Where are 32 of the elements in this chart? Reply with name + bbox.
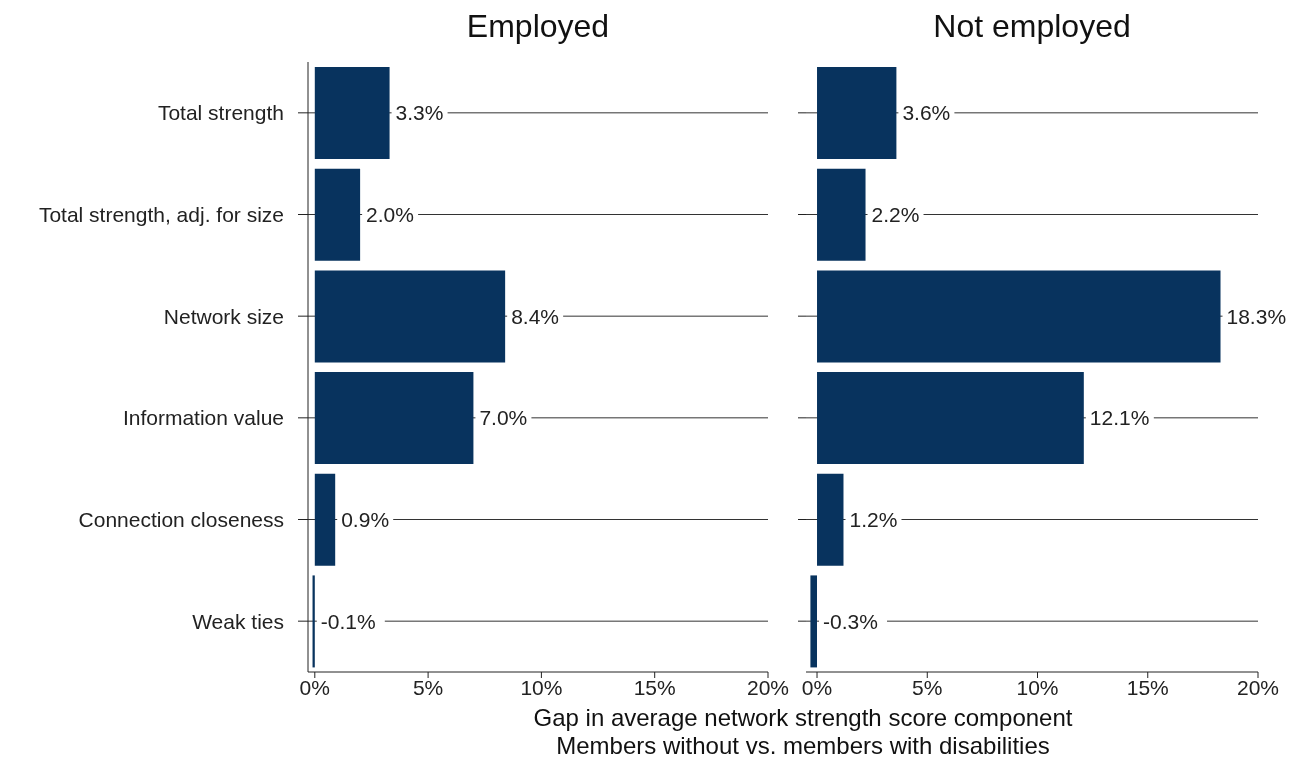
y-tick-label: Total strength, adj. for size: [38, 202, 284, 226]
data-label: 0.9%: [341, 508, 390, 532]
x-tick-label: 15%: [1126, 675, 1169, 699]
y-tick-label: Total strength: [157, 101, 284, 125]
y-tick-label: Weak ties: [192, 609, 284, 633]
data-label: 3.3%: [395, 101, 444, 125]
x-tick-label: 10%: [1016, 675, 1059, 699]
x-tick-label: 0%: [801, 675, 833, 699]
x-tick-label: 20%: [1236, 675, 1280, 699]
data-label: 2.2%: [871, 203, 920, 227]
y-tick-label: Connection closeness: [78, 507, 284, 531]
y-tick-label: Information value: [122, 406, 284, 430]
text: Members without vs. members with disabilities: [555, 732, 1051, 760]
x-tick-label: 0%: [299, 675, 330, 699]
data-label: 8.4%: [511, 304, 560, 328]
data-label: 7.0%: [479, 406, 528, 430]
chart-title: Employed: [465, 8, 611, 46]
data-label: 18.3%: [1226, 304, 1287, 328]
x-tick-label: 20%: [746, 675, 790, 699]
x-tick-label: 5%: [912, 675, 943, 699]
chart-title: Not employed: [932, 8, 1132, 46]
data-label: 2.0%: [366, 203, 414, 227]
data-label: 12.1%: [1089, 406, 1150, 430]
x-tick-label: 15%: [633, 675, 676, 699]
data-label: -0.1%: [320, 609, 376, 633]
y-tick-label: Network size: [163, 304, 284, 328]
x-axis-title: Gap in average network strength score component: [532, 704, 1074, 732]
data-label: 3.6%: [902, 101, 951, 125]
data-label: -0.3%: [823, 609, 878, 633]
x-tick-label: 10%: [520, 675, 563, 699]
data-label: 1.2%: [849, 508, 898, 532]
x-tick-label: 5%: [412, 675, 444, 699]
